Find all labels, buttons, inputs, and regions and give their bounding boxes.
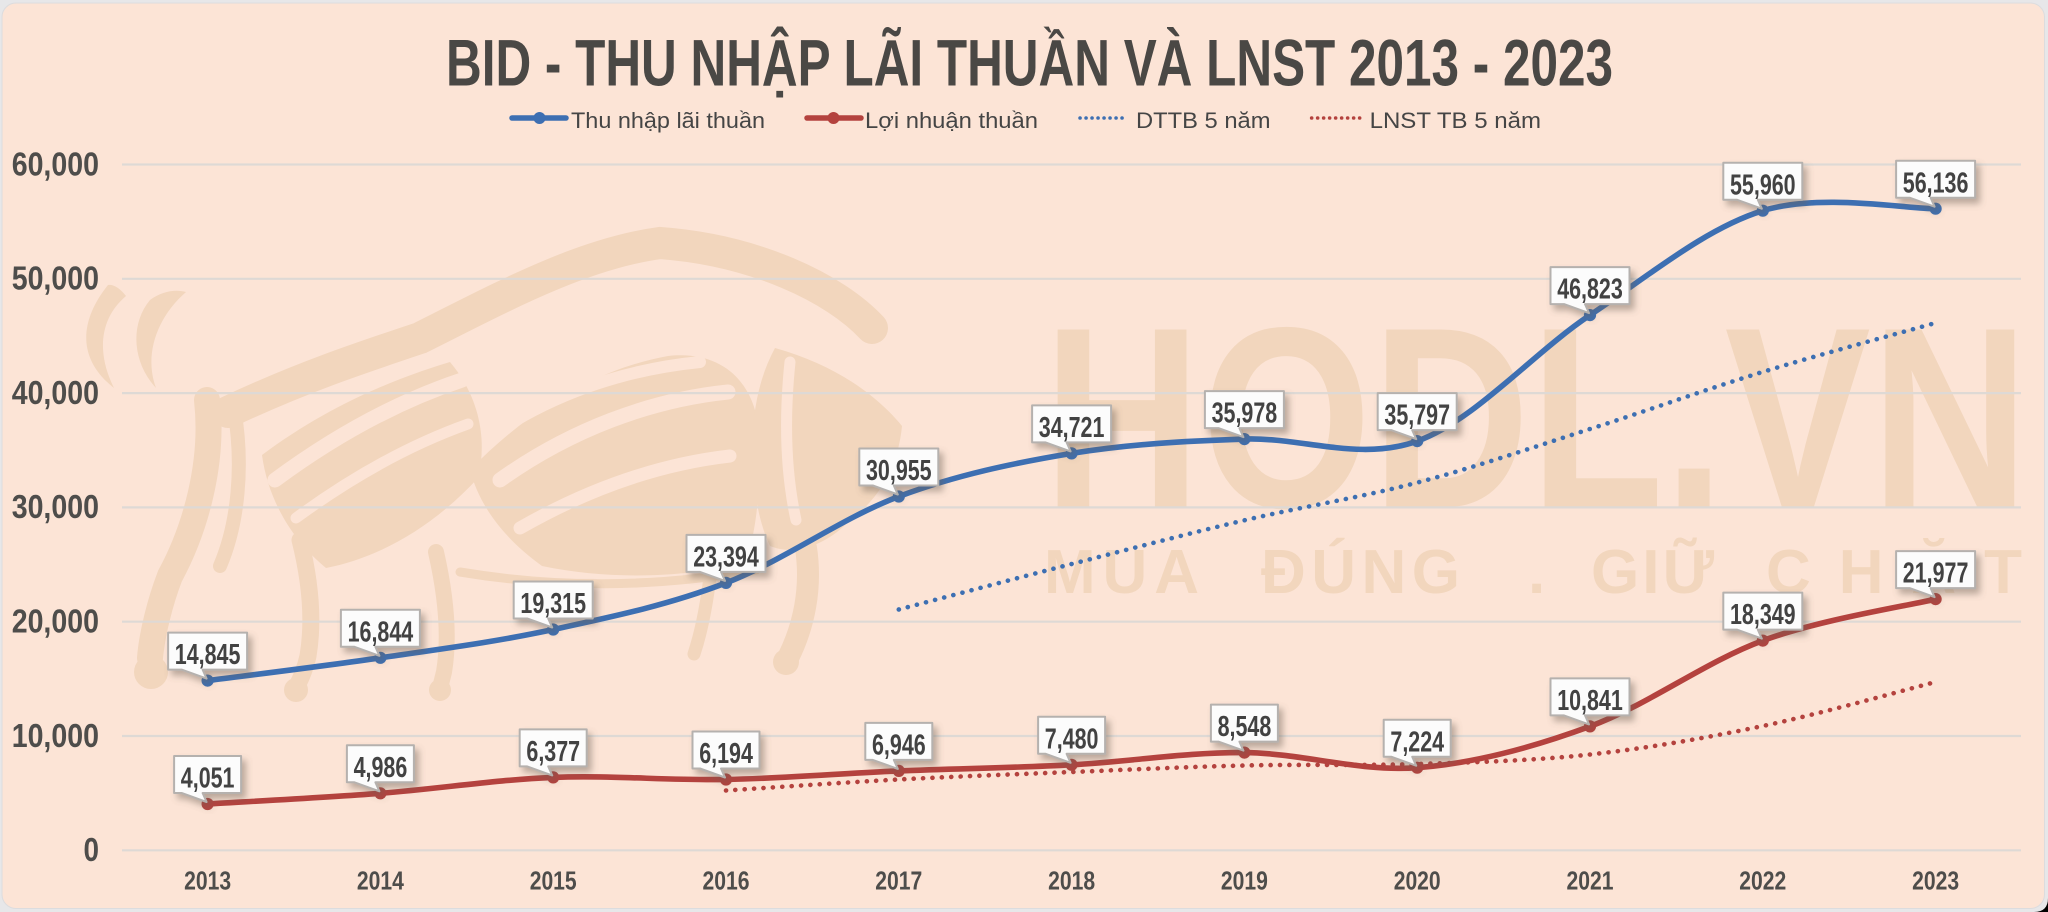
svg-text:HODL.VN: HODL.VN bbox=[1043, 273, 2029, 562]
svg-text:2014: 2014 bbox=[357, 868, 405, 896]
svg-text:18,349: 18,349 bbox=[1730, 599, 1796, 631]
svg-text:21,977: 21,977 bbox=[1903, 558, 1969, 590]
svg-text:DTTB 5 năm: DTTB 5 năm bbox=[1136, 108, 1271, 133]
svg-text:6,194: 6,194 bbox=[699, 738, 753, 770]
svg-text:46,823: 46,823 bbox=[1557, 274, 1623, 306]
svg-text:55,960: 55,960 bbox=[1730, 169, 1796, 201]
svg-text:56,136: 56,136 bbox=[1903, 167, 1969, 199]
svg-text:30,000: 30,000 bbox=[12, 488, 99, 525]
svg-text:40,000: 40,000 bbox=[12, 374, 99, 411]
svg-text:LNST TB 5 năm: LNST TB 5 năm bbox=[1370, 108, 1541, 133]
svg-text:50,000: 50,000 bbox=[12, 260, 99, 297]
svg-text:GIỮ: GIỮ bbox=[1591, 538, 1715, 607]
svg-text:4,051: 4,051 bbox=[181, 763, 235, 795]
svg-text:2018: 2018 bbox=[1048, 868, 1095, 896]
svg-text:2015: 2015 bbox=[530, 868, 577, 896]
svg-text:Thu nhập lãi thuần: Thu nhập lãi thuần bbox=[571, 108, 765, 133]
svg-text:MUA: MUA bbox=[1044, 538, 1199, 607]
svg-text:.: . bbox=[1528, 538, 1545, 607]
svg-text:35,978: 35,978 bbox=[1212, 398, 1278, 430]
svg-text:2016: 2016 bbox=[703, 868, 750, 896]
svg-text:14,845: 14,845 bbox=[175, 639, 241, 671]
svg-text:23,394: 23,394 bbox=[693, 542, 759, 574]
svg-text:10,000: 10,000 bbox=[12, 717, 99, 754]
svg-text:35,797: 35,797 bbox=[1384, 400, 1450, 432]
svg-text:2023: 2023 bbox=[1912, 868, 1959, 896]
svg-text:19,315: 19,315 bbox=[520, 588, 586, 620]
svg-text:2017: 2017 bbox=[875, 868, 922, 896]
svg-text:6,946: 6,946 bbox=[872, 730, 926, 762]
svg-text:60,000: 60,000 bbox=[12, 145, 99, 182]
svg-text:4,986: 4,986 bbox=[354, 752, 408, 784]
svg-text:20,000: 20,000 bbox=[12, 603, 99, 640]
svg-text:2013: 2013 bbox=[184, 868, 231, 896]
svg-text:2022: 2022 bbox=[1739, 868, 1786, 896]
svg-text:30,955: 30,955 bbox=[866, 455, 932, 487]
svg-text:2021: 2021 bbox=[1567, 868, 1614, 896]
svg-text:0: 0 bbox=[84, 831, 100, 868]
svg-text:10,841: 10,841 bbox=[1557, 685, 1623, 717]
svg-text:7,480: 7,480 bbox=[1045, 723, 1099, 755]
svg-text:Lợi nhuận thuần: Lợi nhuận thuần bbox=[865, 108, 1038, 133]
svg-text:8,548: 8,548 bbox=[1218, 711, 1272, 743]
svg-text:2020: 2020 bbox=[1394, 868, 1441, 896]
svg-text:16,844: 16,844 bbox=[348, 616, 414, 648]
svg-text:6,377: 6,377 bbox=[526, 736, 580, 768]
svg-text:34,721: 34,721 bbox=[1039, 412, 1105, 444]
svg-text:BID - THU NHẬP LÃI THUẦN VÀ LN: BID - THU NHẬP LÃI THUẦN VÀ LNST 2013 - … bbox=[446, 26, 1613, 100]
svg-text:7,224: 7,224 bbox=[1390, 726, 1444, 758]
svg-text:2019: 2019 bbox=[1221, 868, 1268, 896]
